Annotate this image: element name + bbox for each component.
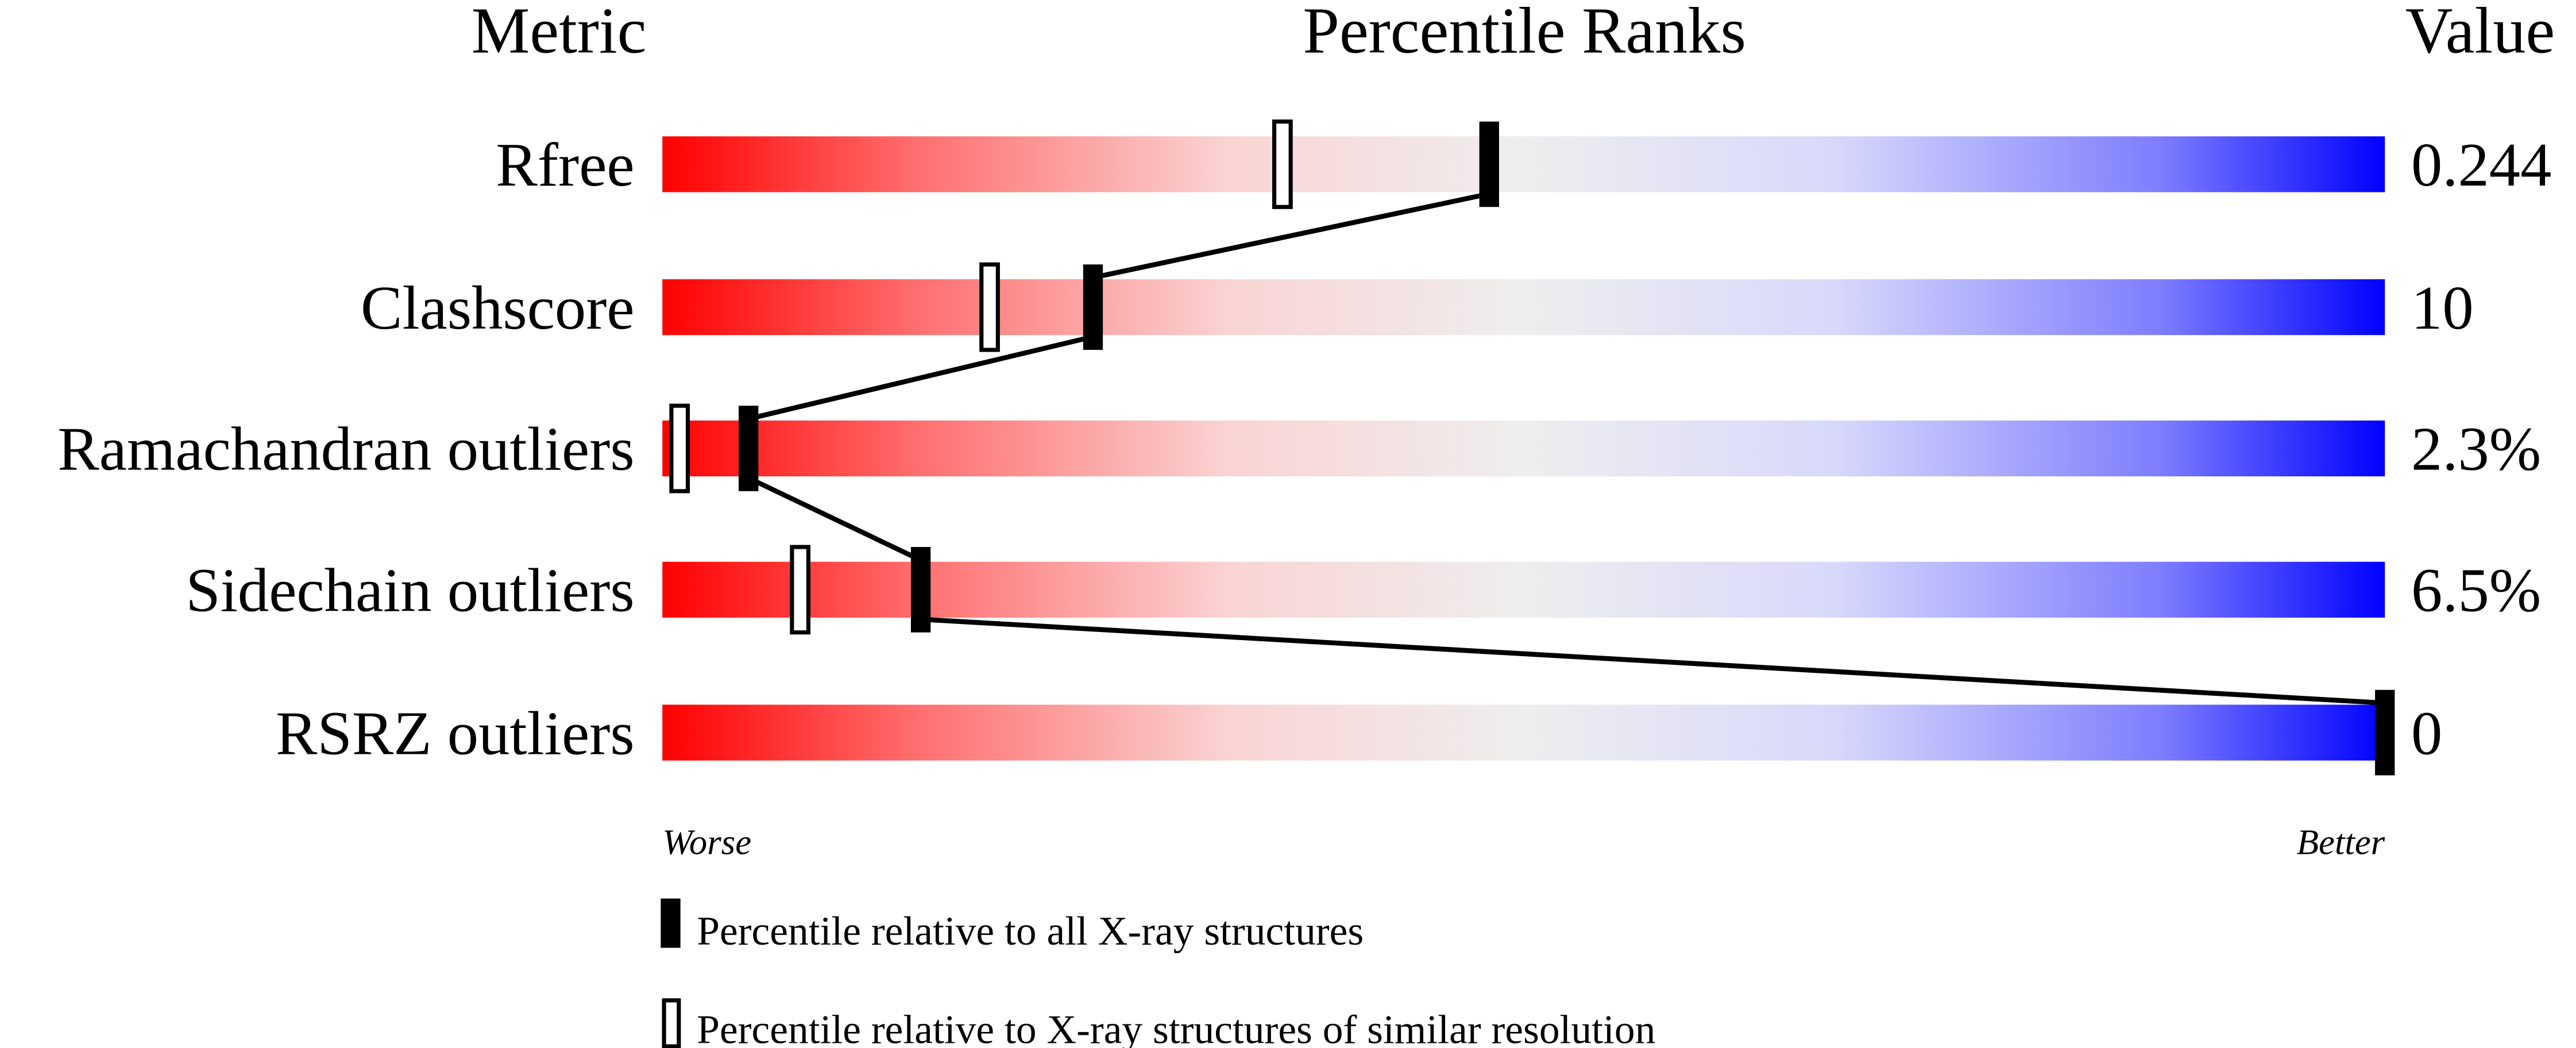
metric-label: Rfree bbox=[496, 130, 634, 199]
metric-value: 0 bbox=[2411, 699, 2442, 768]
metric-value: 10 bbox=[2411, 273, 2474, 342]
header-value: Value bbox=[2405, 0, 2555, 67]
marker-all-structures bbox=[2375, 689, 2395, 776]
axis-label-better: Better bbox=[2297, 822, 2385, 862]
header-metric: Metric bbox=[472, 0, 647, 67]
marker-all-structures bbox=[739, 406, 759, 491]
metric-label: Ramachandran outliers bbox=[57, 415, 634, 484]
metric-value: 2.3% bbox=[2411, 415, 2541, 484]
metric-value: 6.5% bbox=[2411, 556, 2541, 625]
metric-label: Clashscore bbox=[361, 273, 635, 342]
metric-label: Sidechain outliers bbox=[186, 556, 634, 625]
legend-open-marker bbox=[662, 998, 681, 1048]
axis-label-worse: Worse bbox=[662, 822, 751, 862]
percentile-bar bbox=[662, 704, 2385, 761]
header-percentile-ranks: Percentile Ranks bbox=[1303, 0, 1746, 67]
marker-similar-resolution bbox=[790, 545, 811, 635]
marker-similar-resolution bbox=[979, 262, 1000, 352]
legend-all-label: Percentile relative to all X-ray structu… bbox=[697, 908, 1364, 954]
percentile-bar bbox=[662, 420, 2385, 477]
metric-label: RSRZ outliers bbox=[276, 699, 635, 768]
marker-all-structures bbox=[1479, 121, 1499, 207]
marker-similar-resolution bbox=[1272, 119, 1293, 209]
percentile-bar bbox=[662, 561, 2385, 618]
marker-similar-resolution bbox=[669, 403, 690, 494]
marker-all-structures bbox=[910, 547, 931, 633]
percentile-bar bbox=[662, 279, 2385, 336]
legend-filled-marker bbox=[661, 898, 681, 948]
percentile-bar bbox=[662, 136, 2385, 192]
metric-value: 0.244 bbox=[2411, 130, 2551, 199]
legend-similar-label: Percentile relative to X-ray structures … bbox=[697, 1007, 1655, 1048]
marker-all-structures bbox=[1083, 264, 1103, 350]
